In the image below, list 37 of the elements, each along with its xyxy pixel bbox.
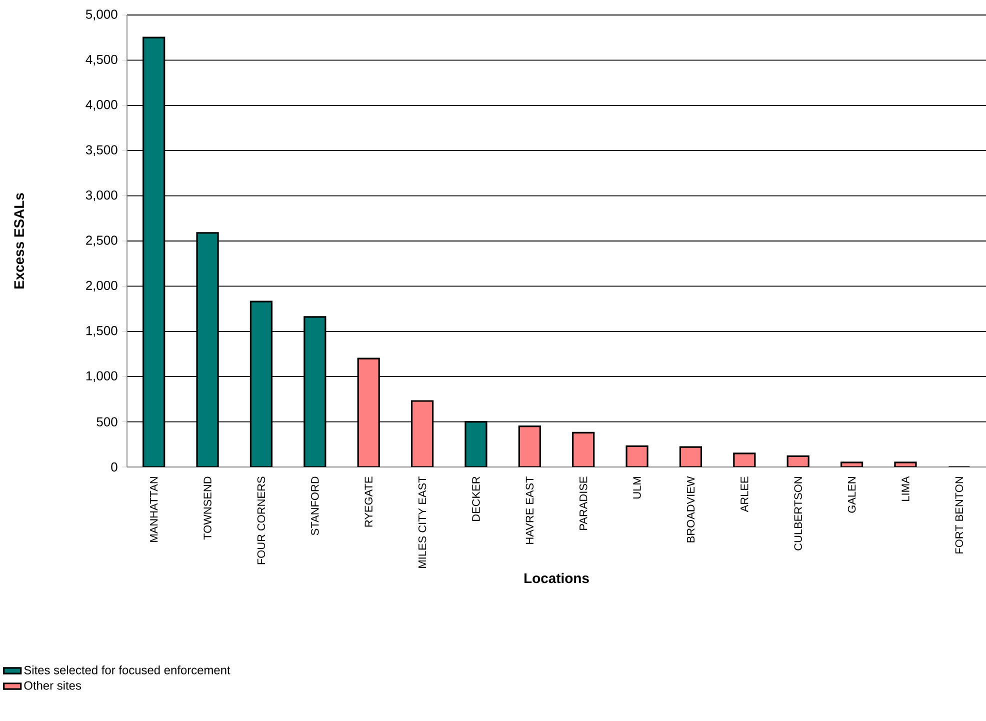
x-tick-label: ULM [633,477,641,498]
bar [357,358,380,467]
x-tick-label: STANFORD [311,476,319,536]
y-tick-label: 1,000 [86,371,118,382]
x-tick-label: CULBERTSON [794,477,802,550]
legend-label: Sites selected for focused enforcement [24,666,230,674]
x-axis-title: Locations [524,572,589,584]
x-tick-label: TOWNSEND [204,476,212,540]
x-tick-label: MANHATTAN [150,477,158,542]
x-tick-label: FORT BENTON [955,477,964,554]
x-tick-label: RYEGATE [364,476,372,527]
y-tick-label: 3,000 [86,190,118,202]
y-tick-label: 3,500 [86,145,118,156]
y-tick-label: 4,000 [86,100,118,111]
x-tick-label: HAVRE EAST [526,476,534,544]
x-tick-label: GALEN [848,477,856,513]
y-tick-label: 4,500 [86,54,118,66]
bar [250,300,273,467]
y-tick-label: 1,500 [86,326,118,337]
bar [304,316,326,467]
x-tick-label: ARLEE [740,476,748,512]
x-tick-label: LIMA [902,476,910,501]
y-tick-label: 2,000 [86,280,118,292]
x-tick-label: PARADISE [579,476,588,530]
x-tick-label: DECKER [472,476,480,521]
x-tick-label: MILES CITY EAST [418,476,426,568]
bar [196,232,219,467]
bar [410,400,434,467]
legend-label: Other sites [24,680,82,690]
y-tick-label: 5,000 [86,10,118,20]
y-tick-label: 2,500 [86,236,118,246]
y-tick-label: 0 [111,462,118,472]
y-tick-label: 500 [96,417,118,426]
y-axis-title: Excess ESALs [14,193,24,289]
bar [142,36,166,467]
x-tick-label: FOUR CORNERS [257,476,266,564]
x-tick-label: BROADVIEW [686,476,695,542]
